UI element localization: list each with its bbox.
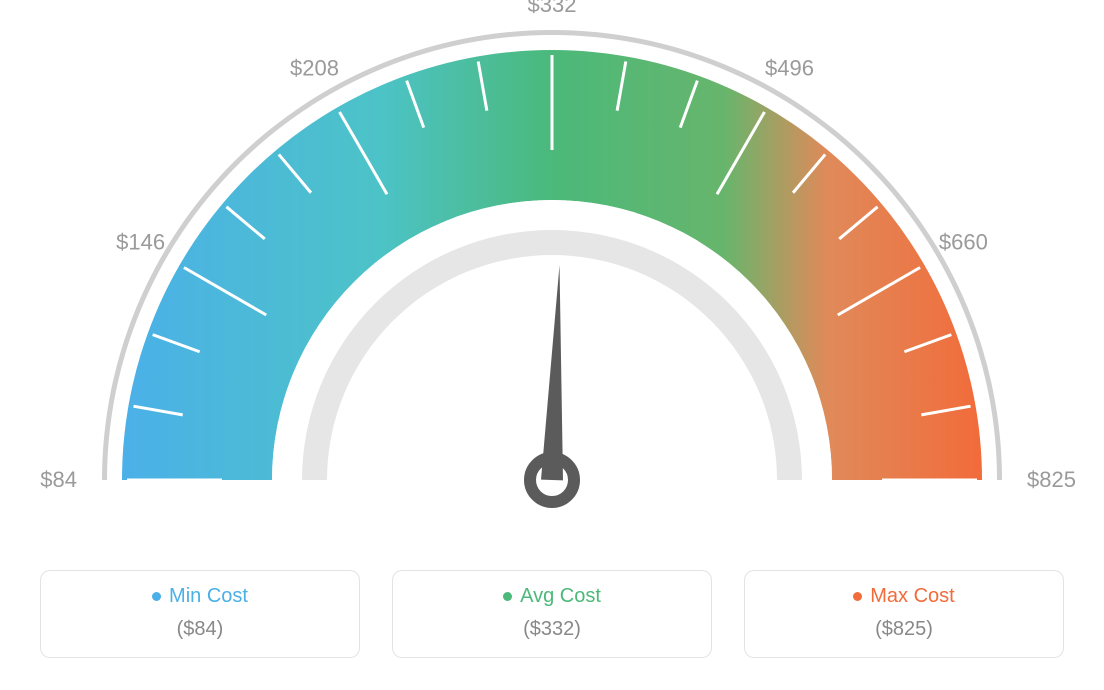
svg-text:$208: $208 [290, 56, 339, 81]
legend-row: Min Cost ($84) Avg Cost ($332) Max Cost … [0, 570, 1104, 658]
svg-text:$660: $660 [939, 230, 988, 255]
legend-dot-avg [503, 592, 512, 601]
legend-card-avg: Avg Cost ($332) [392, 570, 712, 658]
legend-dot-min [152, 592, 161, 601]
legend-title-avg: Avg Cost [520, 585, 601, 608]
legend-title-max: Max Cost [870, 585, 954, 608]
legend-value-avg: ($332) [403, 618, 701, 641]
legend-value-max: ($825) [755, 618, 1053, 641]
legend-dot-max [853, 592, 862, 601]
svg-text:$332: $332 [528, 0, 577, 17]
legend-title-min: Min Cost [169, 585, 248, 608]
svg-text:$84: $84 [40, 467, 77, 492]
legend-card-min: Min Cost ($84) [40, 570, 360, 658]
svg-text:$496: $496 [765, 56, 814, 81]
svg-text:$825: $825 [1027, 467, 1076, 492]
legend-value-min: ($84) [51, 618, 349, 641]
cost-gauge-chart: $84 $146 $208 $332 $496 $660 $825 [0, 0, 1104, 560]
svg-text:$146: $146 [116, 230, 165, 255]
legend-card-max: Max Cost ($825) [744, 570, 1064, 658]
